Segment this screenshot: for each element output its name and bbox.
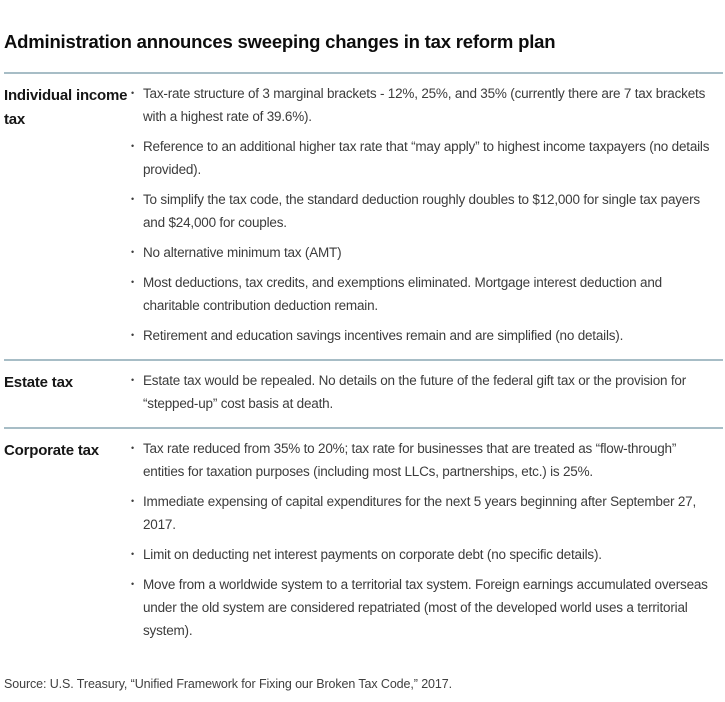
bullet-item: Limit on deducting net interest payments…: [130, 543, 719, 566]
bullet-list: Estate tax would be repealed. No details…: [130, 369, 723, 415]
bullet-item: Retirement and education savings incenti…: [130, 324, 719, 347]
row-label: Estate tax: [4, 374, 73, 392]
bullet-list: Tax rate reduced from 35% to 20%; tax ra…: [130, 437, 723, 642]
bullet-item: To simplify the tax code, the standard d…: [130, 188, 719, 234]
tax-table: Individual income tax Tax-rate structure…: [4, 72, 723, 654]
bullet-item: Reference to an additional higher tax ra…: [130, 135, 719, 181]
bullet-list: Tax-rate structure of 3 marginal bracket…: [130, 82, 723, 347]
section-individual-income-tax: Individual income tax Tax-rate structure…: [4, 72, 723, 359]
source-note: Source: U.S. Treasury, “Unified Framewor…: [4, 677, 452, 692]
bullet-item: No alternative minimum tax (AMT): [130, 241, 719, 264]
page-title: Administration announces sweeping change…: [4, 31, 556, 53]
bullet-item: Tax-rate structure of 3 marginal bracket…: [130, 82, 719, 128]
bullet-item: Immediate expensing of capital expenditu…: [130, 490, 719, 536]
section-estate-tax: Estate tax Estate tax would be repealed.…: [4, 359, 723, 427]
bullet-item: Estate tax would be repealed. No details…: [130, 369, 719, 415]
row-label: Individual income tax: [4, 87, 128, 129]
bullet-item: Move from a worldwide system to a territ…: [130, 573, 719, 642]
section-corporate-tax: Corporate tax Tax rate reduced from 35% …: [4, 427, 723, 654]
row-label: Corporate tax: [4, 442, 99, 460]
document-page: Administration announces sweeping change…: [0, 12, 725, 702]
bullet-item: Tax rate reduced from 35% to 20%; tax ra…: [130, 437, 719, 483]
bullet-item: Most deductions, tax credits, and exempt…: [130, 271, 719, 317]
